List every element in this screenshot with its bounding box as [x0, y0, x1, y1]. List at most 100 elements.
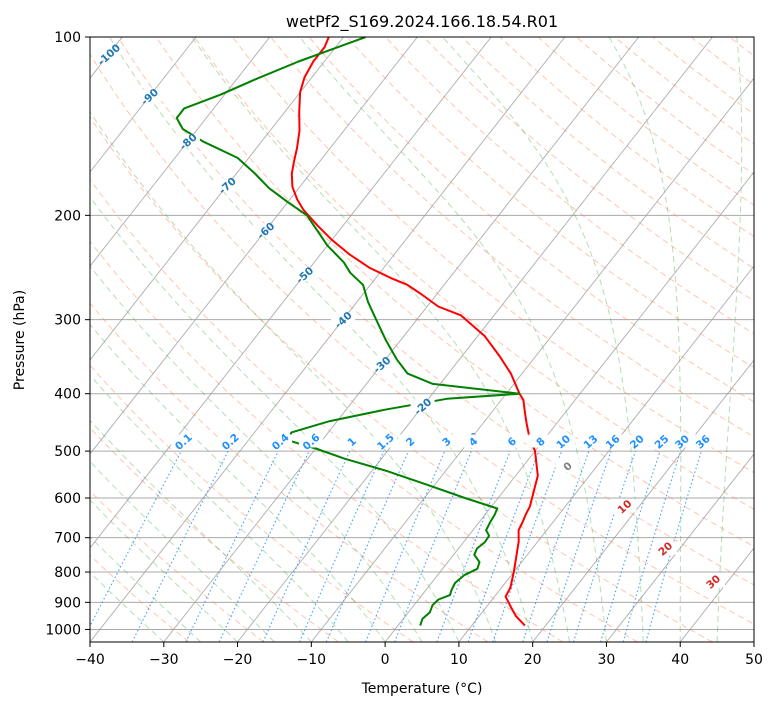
- x-tick-label: −20: [223, 652, 253, 668]
- mixing-ratio-label-bg: [339, 434, 364, 448]
- mixing-ratio-label-bg: [649, 434, 674, 448]
- isotherm-label-bg: [410, 399, 435, 413]
- mixing-ratio-label-group: 25: [649, 433, 674, 452]
- moist-adiabat-label-group: 0: [555, 459, 580, 474]
- dry-adiabat: [90, 240, 564, 642]
- moist-adiabat: [608, 37, 682, 642]
- mixing-ratio-label-group: 16: [600, 433, 625, 452]
- moist-adiabat-label-group: 20: [653, 540, 678, 559]
- moist-adiabat: [90, 419, 312, 642]
- x-tick-label: 40: [671, 652, 689, 668]
- y-tick-label: 300: [54, 313, 81, 329]
- isotherm-line: [458, 265, 754, 642]
- x-axis-label: Temperature (°C): [361, 681, 483, 697]
- mixing-ratio-label-group: 20: [624, 433, 649, 452]
- y-tick-label: 1000: [45, 622, 81, 638]
- mixing-ratio-label-bg: [298, 434, 323, 448]
- mixing-ratio-label-bg: [690, 434, 715, 448]
- dry-adiabat: [90, 178, 639, 642]
- isotherm-line: [163, 37, 640, 642]
- mixing-ratio-label-bg: [434, 434, 459, 448]
- mixing-ratio-label-group: 8: [528, 434, 553, 449]
- dry-adiabat: [90, 364, 414, 642]
- isotherm-line: [90, 37, 344, 361]
- mixing-ratio-label-group: 3: [434, 434, 459, 449]
- mixing-ratio-line: [185, 450, 279, 642]
- moist-adiabat-label-group: 10: [612, 498, 637, 517]
- isotherm-line: [532, 359, 754, 642]
- mixing-ratio-line: [645, 450, 703, 642]
- x-tick-label: 30: [598, 652, 616, 668]
- isotherm-line: [90, 37, 197, 173]
- dry-adiabat: [423, 37, 754, 302]
- mixing-ratio-label-group: 1: [339, 434, 364, 449]
- moist-adiabat-label-bg: [700, 574, 725, 588]
- y-tick-label: 500: [54, 444, 81, 460]
- mixing-ratio-lines: [90, 450, 703, 642]
- moist-adiabat: [191, 37, 571, 642]
- x-tick-label: −40: [75, 652, 105, 668]
- isotherm-line: [606, 453, 754, 642]
- x-tick-label: −30: [149, 652, 179, 668]
- dry-adiabat: [232, 37, 754, 474]
- mixing-ratio-line: [572, 450, 636, 642]
- dry-adiabat: [308, 37, 754, 403]
- mixing-ratio-label-group: 2: [398, 434, 423, 449]
- dry-adiabat: [117, 37, 754, 586]
- mixing-ratio-line: [622, 450, 682, 642]
- mixing-ratio-line: [467, 450, 540, 642]
- mixing-ratio-label-bg: [499, 434, 524, 448]
- moist-adiabat-label-bg: [612, 499, 637, 513]
- mixing-ratio-label-bg: [171, 434, 196, 448]
- mixing-ratio-label-bg: [578, 434, 603, 448]
- y-tick-label: 400: [54, 387, 81, 403]
- isotherm-label-bg: [175, 134, 200, 148]
- y-tick-label: 800: [54, 565, 81, 581]
- isotherm-label-bg: [292, 267, 317, 281]
- mixing-ratio-label-group: 13: [578, 433, 603, 452]
- x-tick-label: 50: [745, 652, 763, 668]
- mixing-ratio-label-bg: [624, 434, 649, 448]
- dry-adiabat: [90, 53, 754, 625]
- moist-adiabat: [716, 37, 743, 642]
- isotherm-line: [90, 37, 492, 549]
- mixing-ratio-line: [492, 450, 563, 642]
- mixing-ratio-label-bg: [373, 434, 398, 448]
- mixing-ratio-label-bg: [600, 434, 625, 448]
- x-tick-label: −10: [297, 652, 327, 668]
- mixing-ratio-label-group: 6: [499, 434, 524, 449]
- dewpoint-profile: [175, 37, 521, 626]
- isotherm-line: [90, 37, 566, 642]
- moist-adiabat: [442, 37, 644, 642]
- plot-frame: [89, 36, 755, 643]
- mixing-ratio-label-group: 10: [550, 433, 575, 452]
- y-axis-label: Pressure (hPa): [12, 290, 28, 390]
- y-tick-label: 600: [54, 491, 81, 507]
- isotherm-line: [237, 37, 713, 642]
- moist-adiabat: [90, 323, 386, 642]
- mixing-ratio-label-bg: [528, 434, 553, 448]
- axis-ticks: −40 −30 −20 −10 0 10 20 30 40 5010009008007006005…: [45, 30, 763, 668]
- mixing-ratio-line: [262, 450, 351, 642]
- x-tick-label: 0: [381, 652, 390, 668]
- moist-adiabat-label-bg: [653, 541, 678, 555]
- y-tick-label: 100: [54, 30, 81, 46]
- dry-adiabat: [270, 37, 754, 438]
- isotherm-label-bg: [253, 223, 278, 237]
- x-tick-label: 10: [450, 652, 468, 668]
- isotherm-label-bg: [137, 89, 162, 103]
- mixing-ratio-line: [218, 450, 310, 642]
- isotherm-label-bg: [96, 47, 121, 61]
- x-tick-label: 20: [524, 652, 542, 668]
- isotherm-label-bg: [369, 357, 394, 371]
- mixing-ratio-label-bg: [268, 434, 293, 448]
- mixing-ratio-label-bg: [669, 434, 694, 448]
- contour-labels: -100-90-80-70-60-50-40-30-20-100.10.20.4…: [95, 42, 725, 592]
- mixing-ratio-line: [522, 450, 590, 642]
- isotherm-line: [90, 37, 418, 455]
- dry-adiabats: [90, 37, 754, 642]
- dry-adiabat: [346, 37, 754, 369]
- dry-adiabat: [461, 37, 754, 270]
- profile-series: [175, 37, 539, 627]
